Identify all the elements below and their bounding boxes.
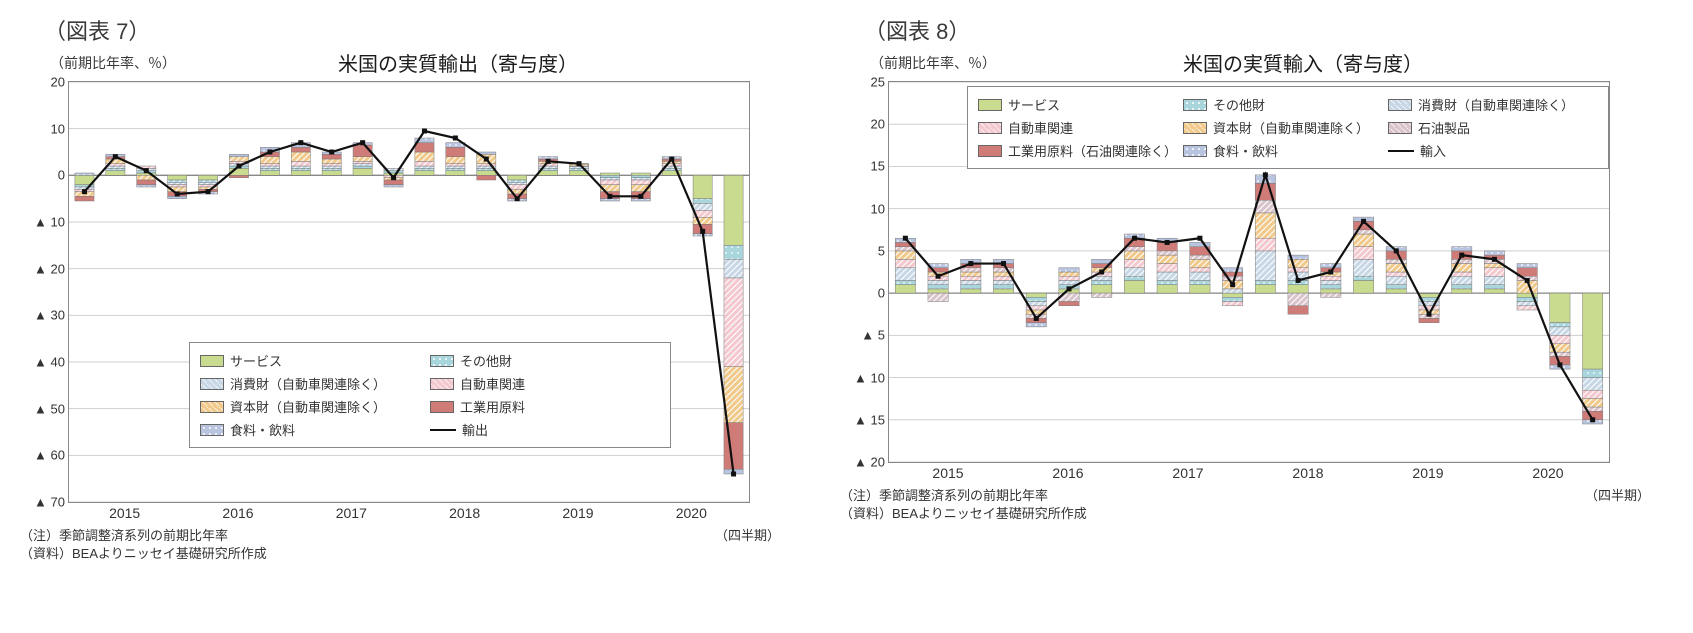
legend-item-total: 輸入 bbox=[1388, 141, 1583, 160]
fig8-legend: サービスその他財消費財（自動車関連除く） 自動車関連資本財（自動車関連除く） 石油製… bbox=[967, 86, 1609, 169]
legend-item-auto: 自動車関連 bbox=[430, 374, 650, 393]
fig8-title: 米国の実質輸入（寄与度） bbox=[996, 48, 1610, 77]
legend-item-industrial: 工業用原料（石油関連除く） bbox=[978, 141, 1173, 160]
fig7-legend: サービスその他財消費財（自動車関連除く） 自動車関連資本財（自動車関連除く） 工業用… bbox=[189, 342, 671, 448]
fig7-xunit: （四半期） bbox=[715, 527, 780, 545]
legend-item-consumer: 消費財（自動車関連除く） bbox=[1388, 95, 1583, 114]
fig8-note-adj: （注）季節調整済系列の前期比年率 bbox=[840, 488, 1048, 503]
legend-item-other: その他財 bbox=[1183, 95, 1378, 114]
chart-8-panel: （図表 8） （前期比年率、％） 米国の実質輸入（寄与度） ▲ 20▲ 15▲ … bbox=[840, 10, 1670, 562]
chart-7-panel: （図表 7） （前期比年率、％） 米国の実質輸出（寄与度） ▲ 70▲ 60▲ … bbox=[20, 10, 800, 562]
legend-item-industrial: 工業用原料 bbox=[430, 397, 650, 416]
fig7-yunit: （前期比年率、％） bbox=[50, 53, 176, 73]
legend-item-total: 輸出 bbox=[430, 420, 650, 439]
fig7-note-src: （資料）BEAよりニッセイ基礎研究所作成 bbox=[20, 546, 267, 561]
legend-item-food: 食料・飲料 bbox=[200, 420, 420, 439]
fig8-plot: ▲ 20▲ 15▲ 10▲ 50510152025 サービスその他財消費財（自動… bbox=[888, 81, 1610, 463]
fig7-label: （図表 7） bbox=[44, 14, 800, 46]
legend-item-services: サービス bbox=[200, 351, 420, 370]
legend-item-consumer: 消費財（自動車関連除く） bbox=[200, 374, 420, 393]
fig7-plot: ▲ 70▲ 60▲ 50▲ 40▲ 30▲ 20▲ 1001020 サービスその… bbox=[68, 81, 750, 503]
legend-item-capital: 資本財（自動車関連除く） bbox=[1183, 118, 1378, 137]
legend-item-services: サービス bbox=[978, 95, 1173, 114]
legend-item-petro: 石油製品 bbox=[1388, 118, 1583, 137]
fig7-title: 米国の実質輸出（寄与度） bbox=[176, 48, 740, 77]
fig8-label: （図表 8） bbox=[864, 14, 1670, 46]
fig8-yunit: （前期比年率、％） bbox=[870, 53, 996, 73]
legend-item-other: その他財 bbox=[430, 351, 650, 370]
legend-item-food: 食料・飲料 bbox=[1183, 141, 1378, 160]
fig7-note-adj: （注）季節調整済系列の前期比年率 bbox=[20, 528, 228, 543]
fig8-xunit: （四半期） bbox=[1585, 487, 1650, 505]
legend-item-auto: 自動車関連 bbox=[978, 118, 1173, 137]
fig8-note-src: （資料）BEAよりニッセイ基礎研究所作成 bbox=[840, 506, 1087, 521]
legend-item-capital: 資本財（自動車関連除く） bbox=[200, 397, 420, 416]
